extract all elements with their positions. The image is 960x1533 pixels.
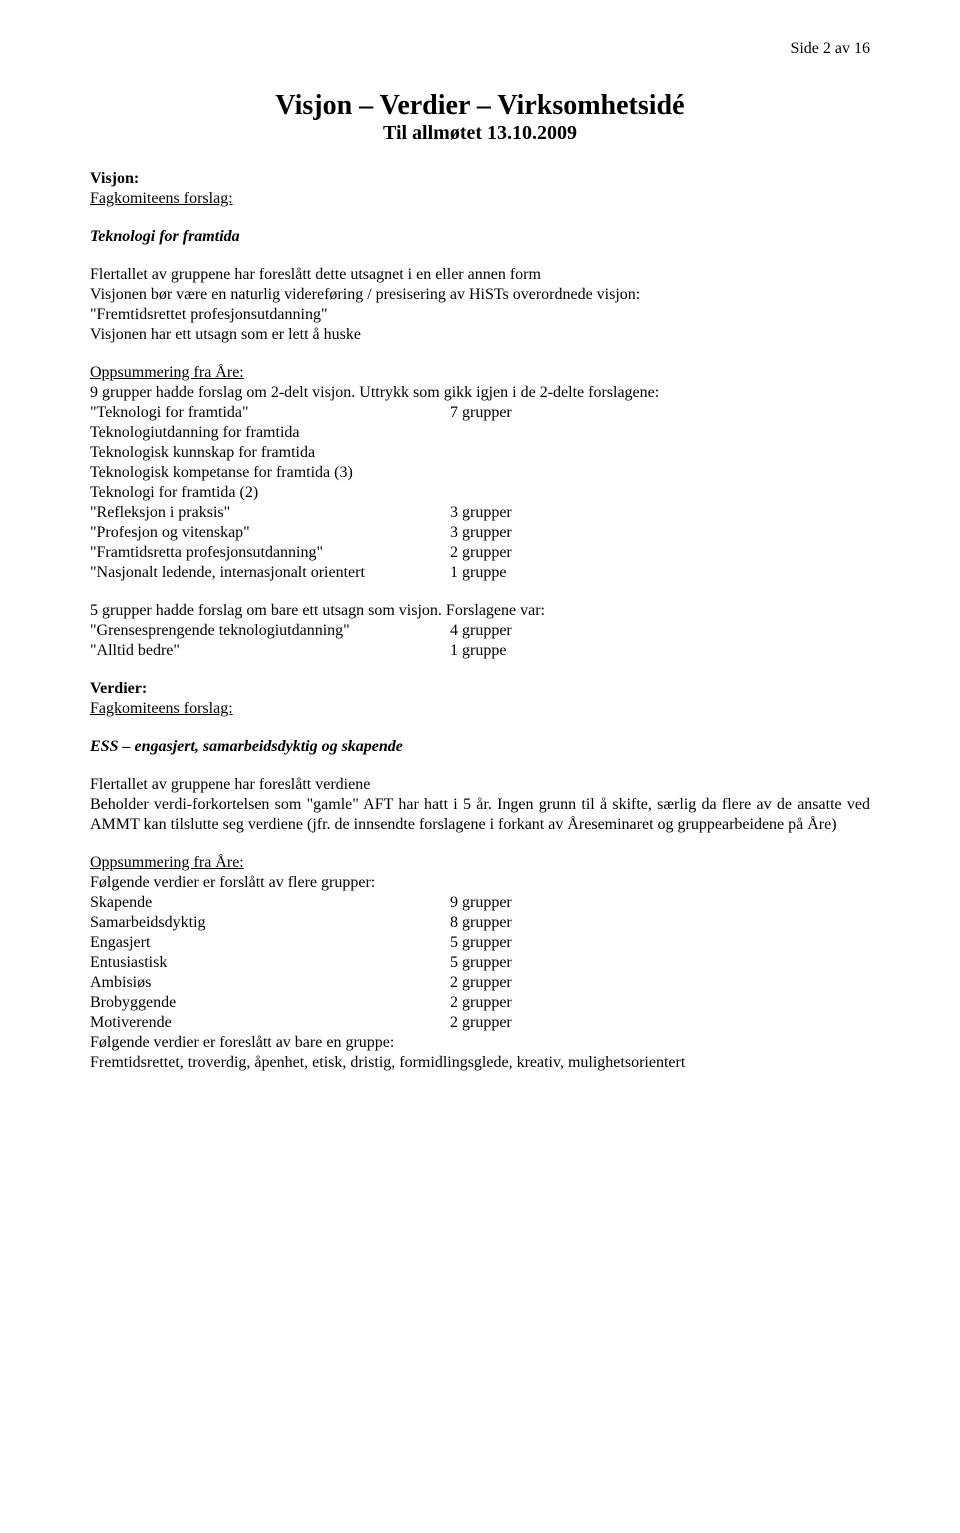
list-item: Samarbeidsdyktig 8 grupper (90, 913, 870, 933)
main-title: Visjon – Verdier – Virksomhetsidé (90, 90, 870, 122)
item-label: Brobyggende (90, 993, 450, 1013)
verdier-single-line: Fremtidsrettet, troverdig, åpenhet, etis… (90, 1053, 870, 1073)
document-page: Side 2 av 16 Visjon – Verdier – Virksomh… (0, 0, 960, 1533)
visjon-five-intro: 5 grupper hadde forslag om bare ett utsa… (90, 601, 870, 621)
visjon-header: Visjon: Fagkomiteens forslag: (90, 169, 870, 209)
list-item: Teknologisk kunnskap for framtida (90, 443, 870, 463)
verdier-proposal: ESS – engasjert, samarbeidsdyktig og ska… (90, 737, 870, 757)
verdier-summary-head: Oppsummering fra Åre: (90, 853, 870, 873)
item-value: 4 grupper (450, 621, 870, 641)
visjon-summary-intro: 9 grupper hadde forslag om 2-delt visjon… (90, 383, 870, 403)
list-item: "Grensesprengende teknologiutdanning" 4 … (90, 621, 870, 641)
visjon-para1-line2: Visjonen bør være en naturlig videreføri… (90, 285, 870, 305)
visjon-summary-head: Oppsummering fra Åre: (90, 363, 870, 383)
list-item: Ambisiøs 2 grupper (90, 973, 870, 993)
visjon-heading: Visjon: (90, 169, 870, 189)
item-value: 3 grupper (450, 523, 870, 543)
visjon-proposal: Teknologi for framtida (90, 227, 870, 247)
item-label: Engasjert (90, 933, 450, 953)
item-label: Ambisiøs (90, 973, 450, 993)
verdier-para2: Beholder verdi-forkortelsen som "gamle" … (90, 795, 870, 835)
item-value: 7 grupper (450, 403, 870, 423)
visjon-five: 5 grupper hadde forslag om bare ett utsa… (90, 601, 870, 661)
subtitle: Til allmøtet 13.10.2009 (90, 122, 870, 145)
item-value: 2 grupper (450, 543, 870, 563)
list-item: "Alltid bedre" 1 gruppe (90, 641, 870, 661)
list-item: Brobyggende 2 grupper (90, 993, 870, 1013)
page-number: Side 2 av 16 (790, 40, 870, 58)
item-label: "Teknologi for framtida" (90, 403, 450, 423)
visjon-proposal-block: Teknologi for framtida (90, 227, 870, 247)
item-label: "Profesjon og vitenskap" (90, 523, 450, 543)
item-label: "Alltid bedre" (90, 641, 450, 661)
list-item: Motiverende 2 grupper (90, 1013, 870, 1033)
item-label: Skapende (90, 893, 450, 913)
item-label: "Refleksjon i praksis" (90, 503, 450, 523)
list-item: Teknologiutdanning for framtida (90, 423, 870, 443)
list-item: Entusiastisk 5 grupper (90, 953, 870, 973)
visjon-para1-line4: Visjonen har ett utsagn som er lett å hu… (90, 325, 870, 345)
item-label: "Nasjonalt ledende, internasjonalt orien… (90, 563, 450, 583)
item-label: Entusiastisk (90, 953, 450, 973)
item-value: 1 gruppe (450, 641, 870, 661)
list-item: "Refleksjon i praksis" 3 grupper (90, 503, 870, 523)
verdier-proposal-block: ESS – engasjert, samarbeidsdyktig og ska… (90, 737, 870, 757)
item-value: 9 grupper (450, 893, 870, 913)
verdier-heading: Verdier: (90, 679, 870, 699)
item-value: 5 grupper (450, 933, 870, 953)
verdier-para: Flertallet av gruppene har foreslått ver… (90, 775, 870, 835)
item-label: Motiverende (90, 1013, 450, 1033)
item-value: 8 grupper (450, 913, 870, 933)
list-item: Engasjert 5 grupper (90, 933, 870, 953)
item-value: 2 grupper (450, 973, 870, 993)
item-value: 1 gruppe (450, 563, 870, 583)
visjon-subhead: Fagkomiteens forslag: (90, 189, 870, 209)
verdier-header: Verdier: Fagkomiteens forslag: (90, 679, 870, 719)
list-item: "Profesjon og vitenskap" 3 grupper (90, 523, 870, 543)
visjon-para1: Flertallet av gruppene har foreslått det… (90, 265, 870, 345)
verdier-multi-head: Følgende verdier er forslått av flere gr… (90, 873, 870, 893)
verdier-summary: Oppsummering fra Åre: Følgende verdier e… (90, 853, 870, 1073)
item-value: 3 grupper (450, 503, 870, 523)
list-item: Teknologisk kompetanse for framtida (3) (90, 463, 870, 483)
list-item: "Teknologi for framtida" 7 grupper (90, 403, 870, 423)
visjon-para1-line1: Flertallet av gruppene har foreslått det… (90, 265, 870, 285)
list-item: Teknologi for framtida (2) (90, 483, 870, 503)
visjon-summary: Oppsummering fra Åre: 9 grupper hadde fo… (90, 363, 870, 583)
list-item: "Nasjonalt ledende, internasjonalt orien… (90, 563, 870, 583)
title-block: Visjon – Verdier – Virksomhetsidé Til al… (90, 90, 870, 145)
verdier-subhead: Fagkomiteens forslag: (90, 699, 870, 719)
item-label: Samarbeidsdyktig (90, 913, 450, 933)
visjon-para1-line3: "Fremtidsrettet profesjonsutdanning" (90, 305, 870, 325)
item-label: "Framtidsretta profesjonsutdanning" (90, 543, 450, 563)
verdier-para1: Flertallet av gruppene har foreslått ver… (90, 775, 870, 795)
item-value: 2 grupper (450, 1013, 870, 1033)
list-item: Skapende 9 grupper (90, 893, 870, 913)
verdier-single-head: Følgende verdier er foreslått av bare en… (90, 1033, 870, 1053)
item-value: 5 grupper (450, 953, 870, 973)
item-value: 2 grupper (450, 993, 870, 1013)
list-item: "Framtidsretta profesjonsutdanning" 2 gr… (90, 543, 870, 563)
item-label: "Grensesprengende teknologiutdanning" (90, 621, 450, 641)
